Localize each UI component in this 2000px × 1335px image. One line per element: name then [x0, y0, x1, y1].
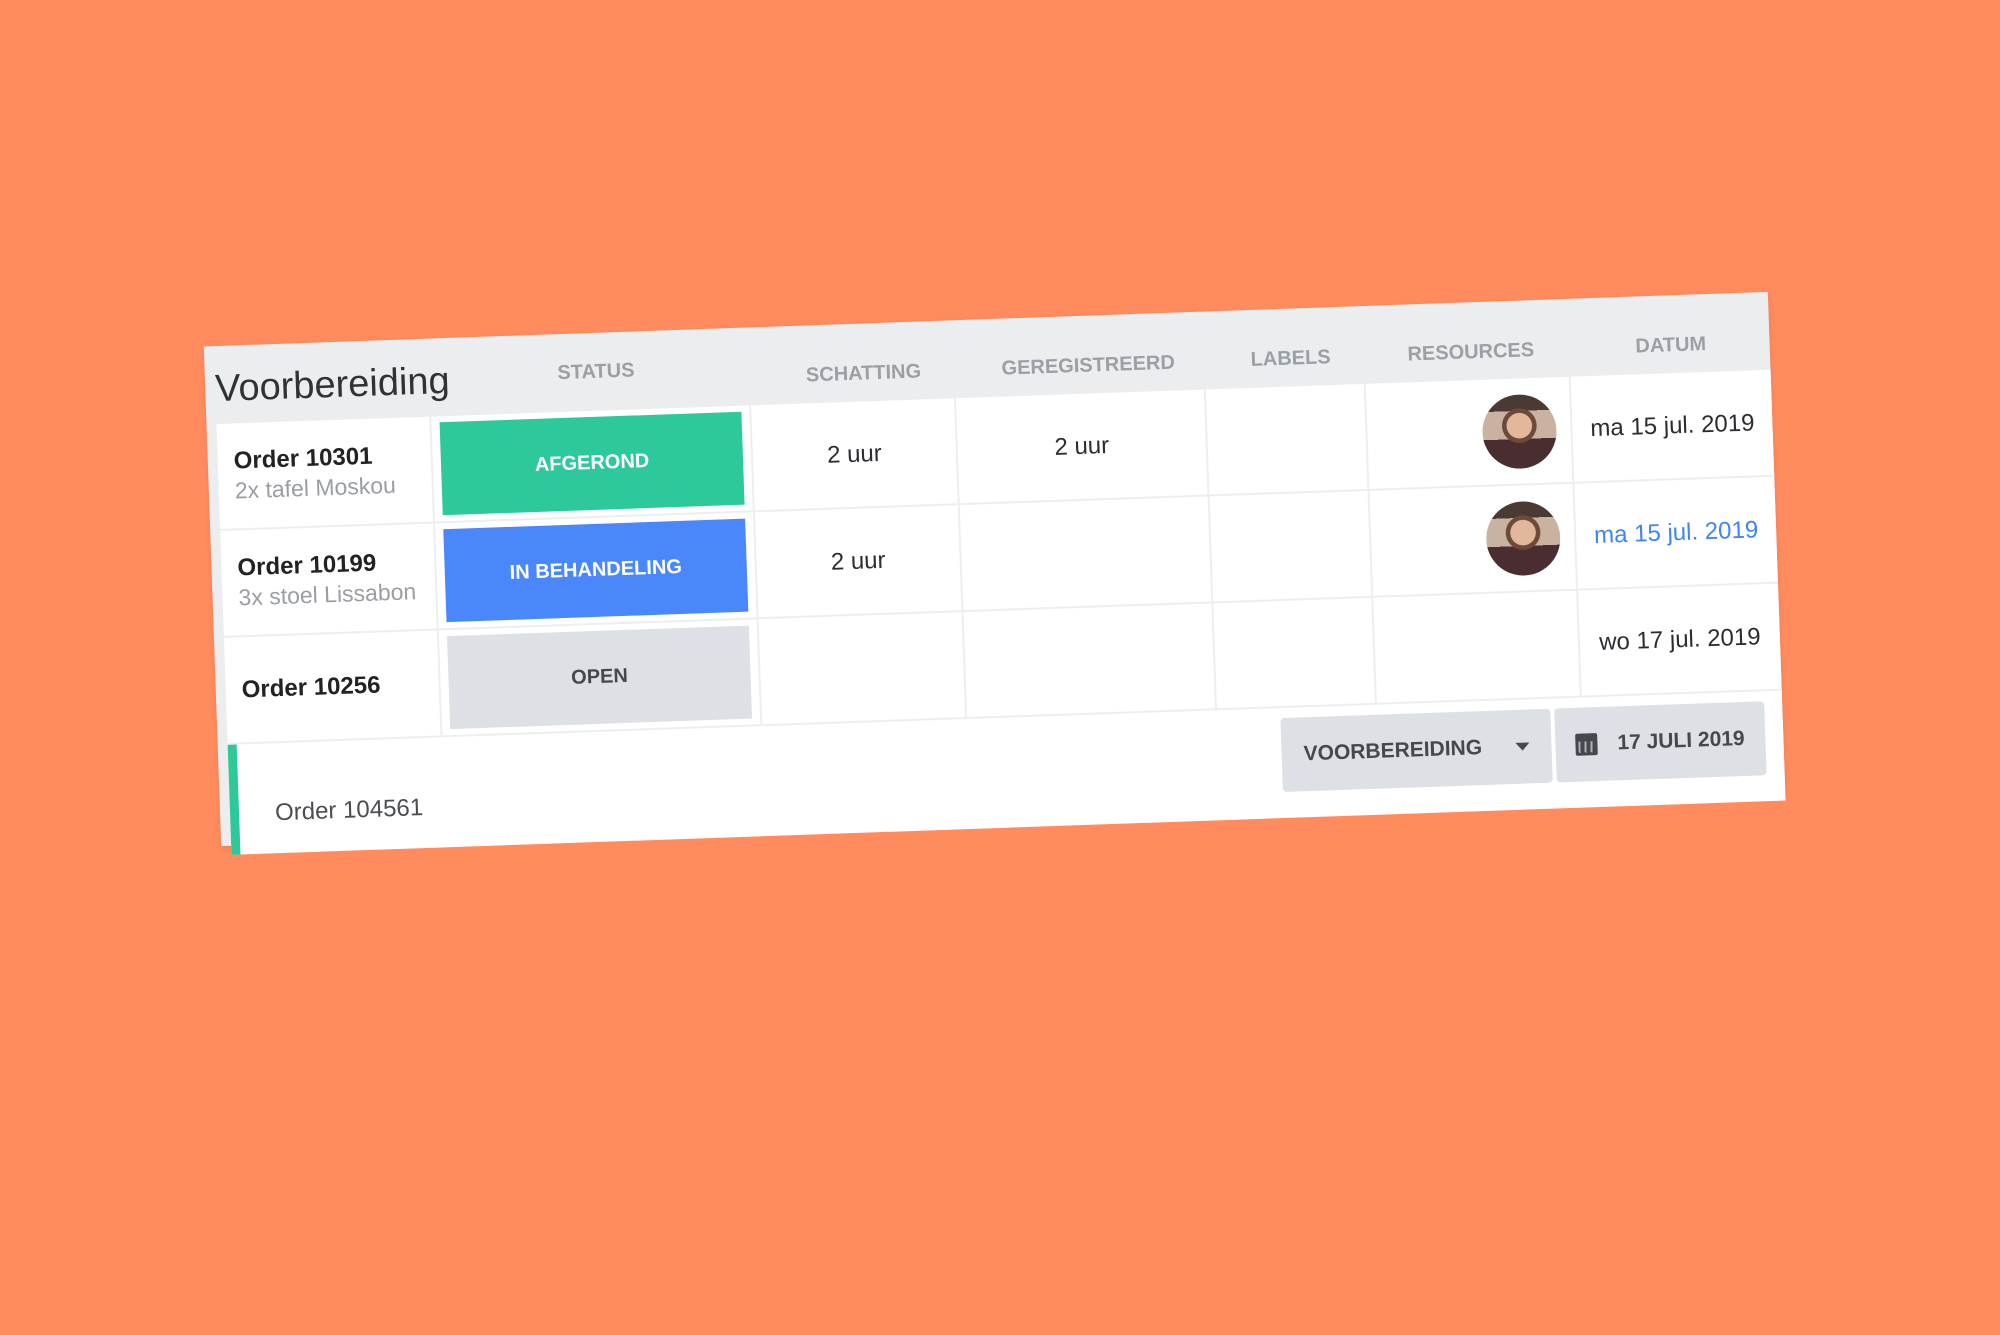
- column-status: STATUS: [557, 358, 635, 384]
- chevron-down-icon: [1515, 742, 1530, 751]
- labels-cell: [1205, 383, 1370, 495]
- registered-cell: [959, 496, 1214, 611]
- status-badge[interactable]: OPEN: [447, 625, 753, 730]
- labels-cell: [1213, 597, 1377, 709]
- status-badge[interactable]: IN BEHANDELING: [443, 518, 749, 623]
- status-badge[interactable]: AFGEROND: [439, 411, 745, 516]
- date-cell: wo 17 jul. 2019: [1598, 622, 1762, 656]
- estimate-cell: 2 uur: [751, 398, 960, 511]
- column-date: DATUM: [1635, 332, 1707, 357]
- order-desc: 2x tafel Moskou: [234, 471, 397, 504]
- new-order-name[interactable]: Order 104561: [274, 794, 424, 827]
- table-body: Order 10301 2x tafel Moskou AFGEROND 2 u…: [216, 369, 1782, 745]
- order-cell: Order 10301 2x tafel Moskou: [216, 416, 436, 530]
- column-resources: RESOURCES: [1407, 338, 1535, 365]
- date-cell: ma 15 jul. 2019: [1589, 408, 1755, 442]
- date-cell-highlighted[interactable]: ma 15 jul. 2019: [1593, 515, 1759, 549]
- order-cell: Order 10199 3x stoel Lissabon: [220, 523, 439, 636]
- order-name[interactable]: Order 10256: [241, 671, 381, 703]
- status-cell: IN BEHANDELING: [435, 512, 759, 629]
- phase-select-label: VOORBEREIDING: [1303, 736, 1483, 766]
- column-estimate: SCHATTING: [805, 359, 922, 386]
- page-title: Voorbereiding: [214, 359, 451, 410]
- order-name[interactable]: Order 10199: [237, 549, 377, 582]
- column-registered: GEREGISTREERD: [1001, 351, 1176, 380]
- status-cell: AFGEROND: [431, 405, 755, 522]
- estimate-cell: [758, 612, 968, 725]
- order-card: Voorbereiding STATUS SCHATTING GEREGISTR…: [203, 291, 1786, 855]
- date-picker-label: 17 JULI 2019: [1617, 726, 1746, 755]
- order-desc: 3x stoel Lissabon: [238, 578, 417, 611]
- order-cell: Order 10256: [223, 630, 443, 743]
- avatar[interactable]: [1481, 392, 1558, 470]
- labels-cell: [1209, 490, 1374, 602]
- order-name[interactable]: Order 10301: [233, 442, 373, 475]
- avatar[interactable]: [1484, 499, 1562, 577]
- phase-select[interactable]: VOORBEREIDING: [1280, 708, 1553, 793]
- calendar-icon: [1575, 733, 1598, 756]
- resources-cell: [1369, 483, 1579, 596]
- estimate-cell: 2 uur: [754, 505, 964, 618]
- registered-cell: [963, 603, 1217, 718]
- date-picker-button[interactable]: 17 JULI 2019: [1554, 701, 1767, 783]
- resources-cell: [1373, 590, 1582, 703]
- registered-cell: 2 uur: [956, 389, 1210, 504]
- column-labels: LABELS: [1250, 345, 1331, 371]
- status-cell: OPEN: [438, 619, 763, 736]
- resources-cell: [1365, 376, 1575, 489]
